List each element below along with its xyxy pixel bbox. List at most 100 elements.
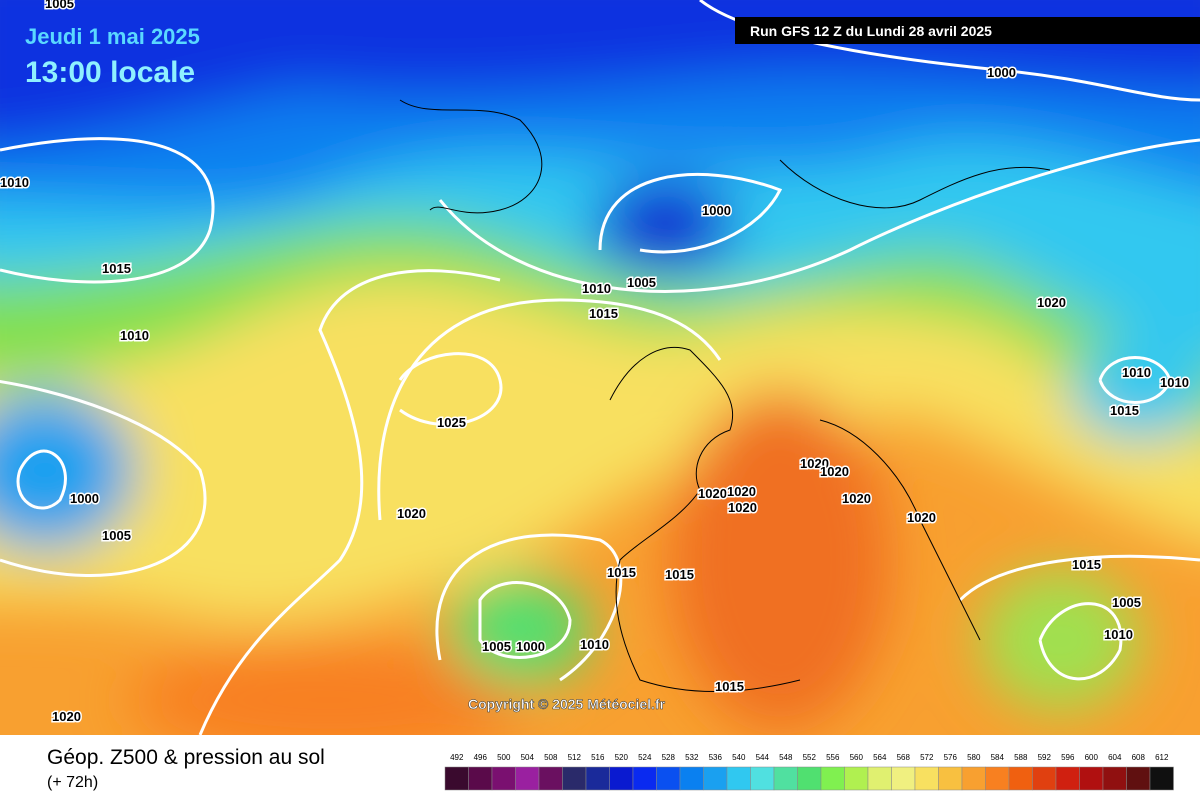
scale-swatch xyxy=(585,766,610,791)
scale-label: 580 xyxy=(967,753,981,762)
isobar-label: 1000 xyxy=(70,491,99,506)
scale-label: 548 xyxy=(779,753,793,762)
scale-label: 612 xyxy=(1155,753,1169,762)
scale-swatch xyxy=(609,766,634,791)
isobar-label: 1005 xyxy=(102,528,131,543)
isobar-label: 1000 xyxy=(987,65,1016,80)
run-box xyxy=(735,17,1200,44)
scale-label: 544 xyxy=(756,753,770,762)
run-label: Run GFS 12 Z du Lundi 28 avril 2025 xyxy=(750,23,992,39)
scale-swatch xyxy=(1079,766,1104,791)
isobar-label: 1020 xyxy=(698,486,727,501)
scale-label: 600 xyxy=(1085,753,1099,762)
scale-swatch xyxy=(938,766,963,791)
scale-swatch xyxy=(468,766,493,791)
scale-swatch xyxy=(867,766,892,791)
isobar-label: 1010 xyxy=(1104,627,1133,642)
scale-swatch xyxy=(985,766,1010,791)
isobar-label: 1010 xyxy=(0,175,29,190)
isobar-labels: 1005 1010 1015 1010 1000 1005 1010 1015 1000 1020… xyxy=(0,0,1190,726)
isobar-label: 1010 xyxy=(120,328,149,343)
scale-label: 512 xyxy=(568,753,582,762)
scale-label: 584 xyxy=(991,753,1005,762)
scale-label: 576 xyxy=(944,753,958,762)
isobar-label: 1025 xyxy=(437,415,466,430)
isobar-label: 1020 xyxy=(907,510,936,525)
isobar-label: 1020 xyxy=(397,506,426,521)
scale-swatch xyxy=(1055,766,1080,791)
scale-label: 564 xyxy=(873,753,887,762)
scale-swatch xyxy=(1149,766,1174,791)
scale-label: 556 xyxy=(826,753,840,762)
scale-swatch xyxy=(773,766,798,791)
scale-label: 516 xyxy=(591,753,605,762)
isobar-label: 1015 xyxy=(715,679,744,694)
scale-label: 532 xyxy=(685,753,699,762)
isobar-label: 1010 xyxy=(1160,375,1189,390)
copyright: Copyright © 2025 Météociel.fr xyxy=(468,696,666,712)
scale-swatch xyxy=(891,766,916,791)
scale-swatch xyxy=(1102,766,1127,791)
scale-swatch xyxy=(1032,766,1057,791)
scale-swatch xyxy=(1126,766,1151,791)
scale-swatch xyxy=(538,766,563,791)
isobar-label: 1020 xyxy=(52,709,81,724)
scale-swatch xyxy=(491,766,516,791)
scale-label: 572 xyxy=(920,753,934,762)
scale-label: 528 xyxy=(662,753,676,762)
forecast-date: Jeudi 1 mai 2025 xyxy=(25,24,200,49)
isobar-label: 1000 xyxy=(702,203,731,218)
isobar-label: 1020 xyxy=(820,464,849,479)
scale-label: 552 xyxy=(803,753,817,762)
scale-swatch xyxy=(703,766,728,791)
scale-swatch xyxy=(444,766,469,791)
isobar-label: 1020 xyxy=(800,456,829,471)
scale-label: 536 xyxy=(709,753,723,762)
isobar-label: 1015 xyxy=(1072,557,1101,572)
scale-swatch xyxy=(1008,766,1033,791)
isobar-label: 1015 xyxy=(607,565,636,580)
isobar-label: 1015 xyxy=(589,306,618,321)
scale-label: 496 xyxy=(474,753,488,762)
scale-swatch xyxy=(679,766,704,791)
legend-title: Géop. Z500 & pression au sol xyxy=(47,746,325,769)
scale-label: 604 xyxy=(1108,753,1122,762)
legend-subtitle: (+ 72h) xyxy=(47,774,98,791)
isobar-label: 1000 xyxy=(516,639,545,654)
isobar-label: 1010 xyxy=(1122,365,1151,380)
scale-label: 504 xyxy=(521,753,535,762)
isobar-label: 1010 xyxy=(580,637,609,652)
isobar-label: 1020 xyxy=(728,500,757,515)
isobar-label: 1015 xyxy=(1110,403,1139,418)
isobar-label: 1015 xyxy=(665,567,694,582)
isobar-label: 1005 xyxy=(627,275,656,290)
isobar-label: 1020 xyxy=(727,484,756,499)
isobar-label: 1005 xyxy=(1112,595,1141,610)
isobar-label: 1020 xyxy=(1037,295,1066,310)
scale-swatch xyxy=(914,766,939,791)
scale-swatch xyxy=(562,766,587,791)
scale-label: 492 xyxy=(450,753,464,762)
scale-label: 508 xyxy=(544,753,558,762)
scale-label: 540 xyxy=(732,753,746,762)
scale-swatch xyxy=(820,766,845,791)
forecast-time: 13:00 locale xyxy=(25,56,195,89)
scale-label: 596 xyxy=(1061,753,1075,762)
scale-swatch xyxy=(726,766,751,791)
isobar-label: 1005 xyxy=(45,0,74,11)
isobar-label: 1015 xyxy=(102,261,131,276)
scale-label: 524 xyxy=(638,753,652,762)
isobar-label: 1020 xyxy=(842,491,871,506)
scale-label: 520 xyxy=(615,753,629,762)
scale-label: 608 xyxy=(1132,753,1146,762)
scale-label: 560 xyxy=(850,753,864,762)
isobar-label: 1005 xyxy=(482,639,511,654)
scale-swatch xyxy=(632,766,657,791)
scale-label: 568 xyxy=(897,753,911,762)
scale-label: 500 xyxy=(497,753,511,762)
scale-swatch xyxy=(961,766,986,791)
background xyxy=(0,0,1200,760)
isobar-label: 1010 xyxy=(582,281,611,296)
